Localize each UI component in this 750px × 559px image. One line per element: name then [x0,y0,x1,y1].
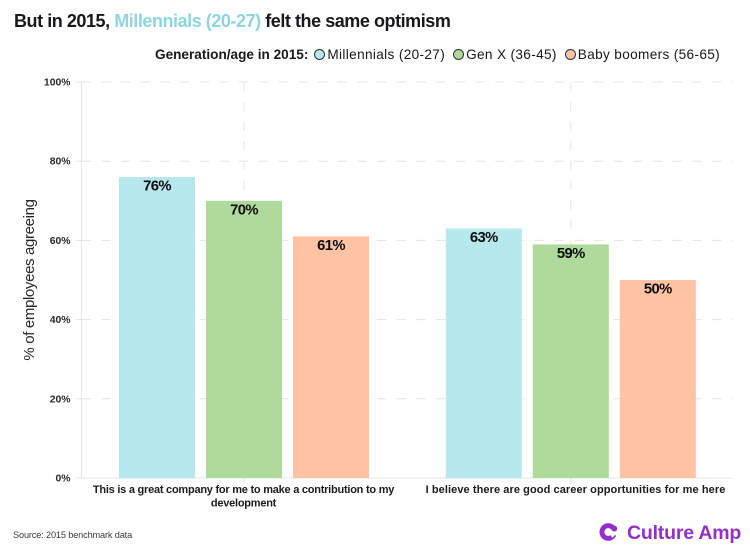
svg-text:76%: 76% [143,179,171,195]
svg-text:20%: 20% [50,394,71,405]
svg-text:40%: 40% [50,315,71,326]
svg-text:59%: 59% [557,246,585,262]
svg-text:80%: 80% [50,157,71,168]
svg-text:60%: 60% [50,236,71,247]
svg-text:70%: 70% [230,202,258,218]
svg-text:50%: 50% [644,282,672,298]
svg-text:0%: 0% [55,474,70,485]
svg-text:61%: 61% [317,238,345,254]
svg-text:100%: 100% [44,78,71,89]
svg-text:development: development [211,498,277,510]
svg-text:I believe there are good caree: I believe there are good career opportun… [426,484,726,496]
svg-text:63%: 63% [470,230,498,246]
svg-text:This is a great company for me: This is a great company for me to make a… [93,484,395,496]
svg-text:% of employees agreeing: % of employees agreeing [21,199,38,360]
